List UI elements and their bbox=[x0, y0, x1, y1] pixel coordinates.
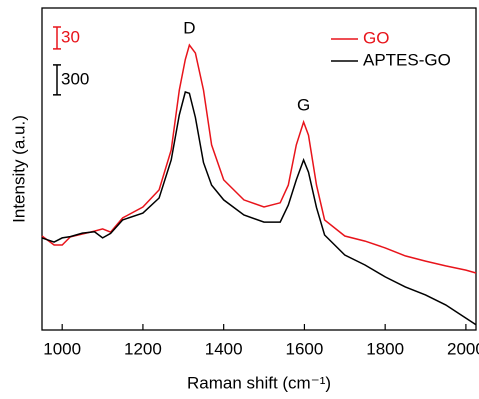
x-tick-label: 1600 bbox=[286, 339, 324, 358]
x-tick-label: 1000 bbox=[43, 339, 81, 358]
y-axis-label: Intensity (a.u.) bbox=[9, 115, 28, 223]
x-tick-label: 1200 bbox=[124, 339, 162, 358]
scale-bar-label: 30 bbox=[61, 27, 80, 46]
x-tick-label: 1400 bbox=[205, 339, 243, 358]
plot-frame bbox=[41, 7, 477, 331]
x-tick-label: 2000 bbox=[447, 339, 479, 358]
legend-label: APTES-GO bbox=[363, 50, 451, 69]
peak-label: G bbox=[297, 95, 310, 114]
legend-label: GO bbox=[363, 28, 389, 47]
series-line bbox=[41, 43, 477, 274]
peak-label: D bbox=[183, 19, 195, 38]
series-line bbox=[41, 91, 477, 326]
x-axis-label: Raman shift (cm⁻¹) bbox=[187, 373, 331, 392]
x-tick-label: 1800 bbox=[366, 339, 404, 358]
scale-bar-label: 300 bbox=[61, 69, 89, 88]
